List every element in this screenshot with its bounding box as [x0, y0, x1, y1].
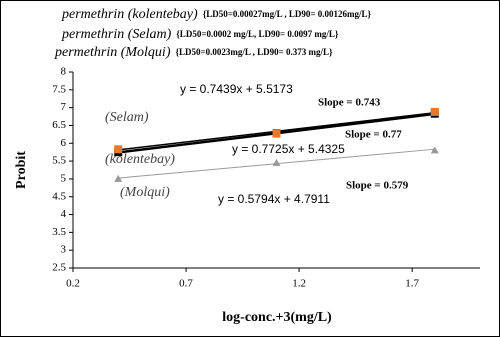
x-tick-label: 1.2	[292, 278, 306, 290]
y-tick-label: 8	[61, 66, 67, 78]
y-tick-label: 7.5	[52, 83, 66, 95]
header-name: permethrin (Molqui)	[54, 45, 171, 60]
series-label: (Molqui)	[120, 185, 170, 200]
equation: y = 0.5794x + 4.7911	[218, 192, 330, 206]
series-label: (kolentebay)	[105, 152, 175, 167]
slope-label: Slope = 0.579	[346, 180, 409, 192]
point	[430, 107, 439, 116]
header-name: permethrin (Selam)	[61, 27, 172, 42]
point	[272, 158, 281, 166]
y-tick-label: 5	[61, 172, 67, 184]
header-ld: {LD50=0.0002 mg/L, LD90= 0.0097 mg/L}	[176, 29, 339, 39]
x-tick-label: 0.2	[66, 278, 80, 290]
slope-label: Slope = 0.77	[345, 129, 402, 141]
y-tick-label: 6.5	[52, 119, 66, 131]
x-axis-label: log-conc.+3(mg/L)	[222, 310, 332, 325]
y-tick-label: 6	[61, 137, 67, 149]
y-tick-label: 2.5	[52, 262, 66, 274]
point	[114, 145, 123, 154]
point	[430, 146, 439, 154]
slope-label: Slope = 0.743	[318, 97, 381, 109]
y-tick-label: 3.5	[52, 226, 66, 238]
point	[114, 174, 123, 182]
header-line: permethrin (Selam) {LD50=0.0002 mg/L, LD9…	[61, 27, 339, 42]
header-line: permethrin (kolentebay) {LD50=0.00027mg/L…	[61, 7, 372, 22]
header-ld: {LD50=0.00027mg/L , LD90= 0.00126mg/L}	[203, 9, 372, 19]
y-tick-label: 5.5	[52, 155, 66, 167]
point	[272, 129, 281, 138]
header-line: permethrin (Molqui) {LD50=0.0023mg/L , LD…	[54, 45, 333, 60]
series-label: (Selam)	[105, 110, 149, 125]
equation: y = 0.7439x + 5.5173	[180, 82, 293, 96]
y-tick-label: 7	[61, 101, 67, 113]
equation: y = 0.7725x + 5.4325	[232, 142, 345, 156]
y-axis-label: Probit	[14, 151, 29, 189]
x-tick-label: 1.7	[405, 278, 419, 290]
header-name: permethrin (kolentebay)	[61, 7, 198, 22]
y-tick-label: 4.5	[52, 190, 66, 202]
y-tick-label: 3	[61, 244, 67, 256]
y-tick-label: 4	[61, 208, 67, 220]
x-tick-label: 0.7	[179, 278, 193, 290]
header-ld: {LD50=0.0023mg/L , LD90= 0.373 mg/L}	[175, 47, 333, 57]
